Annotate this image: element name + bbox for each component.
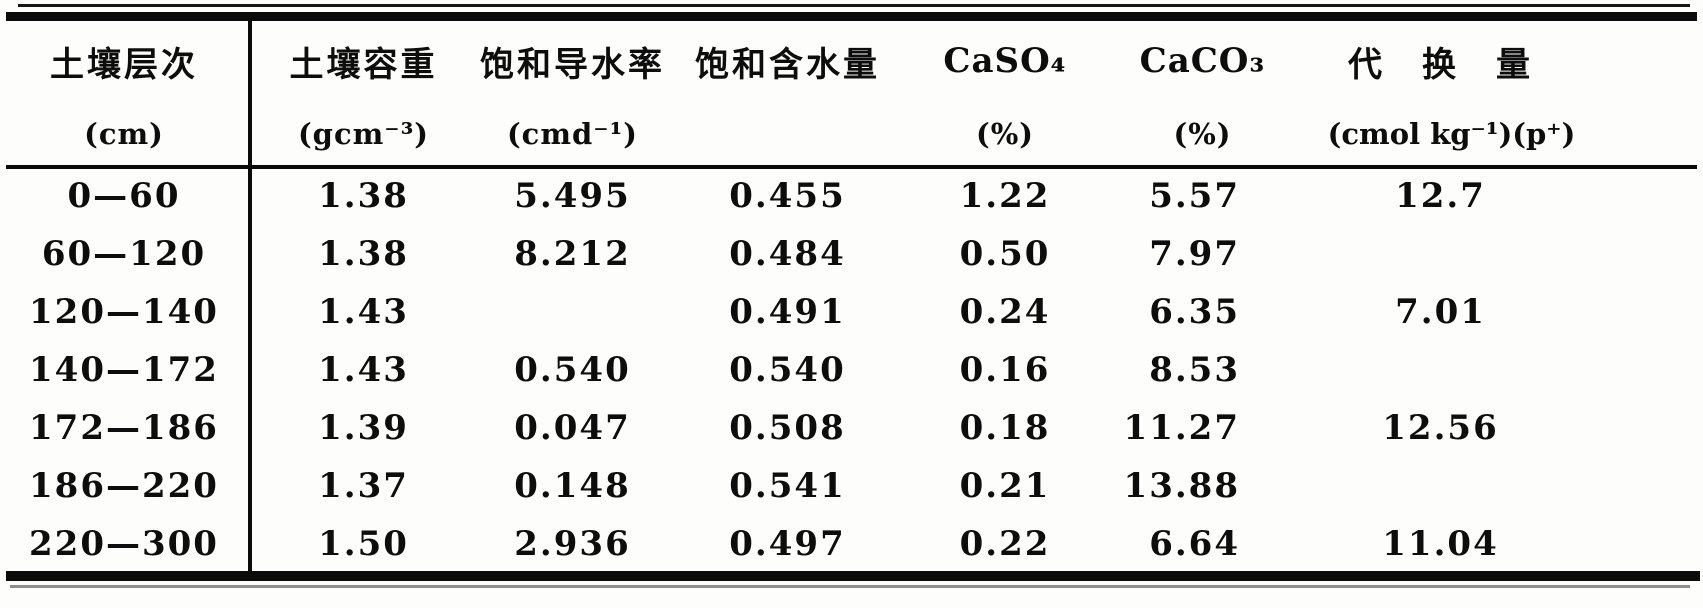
- table-cell: 1.38: [318, 176, 409, 216]
- column-unit-sat-conductivity: (cmd⁻¹): [506, 117, 639, 151]
- table-cell-depth: 186—220: [0, 457, 252, 515]
- column-unit-caco3: (%): [1173, 117, 1232, 151]
- bottom-smudge-rule: [10, 585, 1690, 588]
- column-header-caso4: CaSO₄: [943, 41, 1067, 81]
- table-cell: 7.01: [1395, 292, 1486, 332]
- table-cell: 0.541: [729, 466, 846, 506]
- column-header-soil-layer: 土壤层次: [0, 21, 252, 101]
- table-cell: 1.50: [318, 524, 409, 564]
- table-cell: 0.18: [959, 408, 1051, 448]
- column-unit-soil-layer: (cm): [0, 101, 252, 167]
- table-cell-depth: 60—120: [0, 225, 252, 283]
- table-cell: [475, 283, 670, 341]
- table-cell: 0.540: [514, 350, 631, 390]
- table-row: 0—60 1.38 5.495 0.455 1.22 5.57 12.7: [0, 167, 1703, 225]
- table-cell: 1.39: [318, 408, 409, 448]
- table-cell: 12.56: [1382, 408, 1499, 448]
- column-header-sat-conductivity: 饱和导水率: [480, 44, 665, 85]
- top-thin-rule: [18, 4, 1690, 7]
- table-cell: 5.495: [514, 176, 631, 216]
- column-unit-bulk-density: (gcm⁻³): [297, 117, 430, 151]
- table-cell-depth: 220—300: [0, 515, 252, 573]
- column-unit-caso4: (%): [976, 117, 1034, 151]
- soil-properties-table: 土壤层次 土壤容重 饱和导水率 饱和含水量 CaSO₄ CaCO₃ 代 换 量 …: [0, 21, 1703, 573]
- table-cell: 0.50: [959, 234, 1051, 274]
- column-header-caco3: CaCO₃: [1139, 41, 1266, 81]
- table-cell: [1300, 457, 1703, 515]
- table-body: 0—60 1.38 5.495 0.455 1.22 5.57 12.7 60—…: [0, 167, 1703, 573]
- table-cell: 6.35: [1149, 292, 1240, 332]
- table-cell-depth: 172—186: [0, 399, 252, 457]
- header-divider-rule: [6, 165, 1697, 169]
- table-cell-depth: 140—172: [0, 341, 252, 399]
- column-header-exchange-capacity: 代 换 量: [1348, 44, 1533, 85]
- table-cell: 12.7: [1395, 176, 1486, 216]
- table-cell: 2.936: [514, 524, 631, 564]
- column-header-bulk-density: 土壤容重: [289, 44, 438, 85]
- column-header-sat-water-content: 饱和含水量: [695, 44, 880, 85]
- table-cell: [1300, 341, 1703, 399]
- table-cell: 0.540: [729, 350, 846, 390]
- table-cell: 0.16: [959, 350, 1051, 390]
- table-row: 220—300 1.50 2.936 0.497 0.22 6.64 11.04: [0, 515, 1703, 573]
- top-thick-rule: [6, 12, 1697, 21]
- table-row: 140—172 1.43 0.540 0.540 0.16 8.53: [0, 341, 1703, 399]
- table-cell: 0.484: [729, 234, 846, 274]
- table-cell: 0.508: [729, 408, 846, 448]
- table-cell: 11.04: [1382, 524, 1499, 564]
- table-cell: 8.53: [1149, 350, 1240, 390]
- column-unit-exchange-capacity: (cmol kg⁻¹)(p⁺): [1327, 117, 1576, 151]
- table-cell: 0.22: [959, 524, 1051, 564]
- table-header: 土壤层次 土壤容重 饱和导水率 饱和含水量 CaSO₄ CaCO₃ 代 换 量 …: [0, 21, 1703, 167]
- table-cell: 0.24: [959, 292, 1051, 332]
- table-cell: 1.37: [318, 466, 409, 506]
- table-cell: 6.64: [1149, 524, 1240, 564]
- table-cell: 1.38: [318, 234, 409, 274]
- table-cell: 11.27: [1123, 408, 1240, 448]
- table-cell: 5.57: [1149, 176, 1240, 216]
- header-name-row: 土壤层次 土壤容重 饱和导水率 饱和含水量 CaSO₄ CaCO₃ 代 换 量: [0, 21, 1703, 101]
- table-cell: [1300, 225, 1703, 283]
- table-row: 186—220 1.37 0.148 0.541 0.21 13.88: [0, 457, 1703, 515]
- table-cell-depth: 0—60: [0, 167, 252, 225]
- bottom-thick-rule: [6, 571, 1700, 581]
- table-cell: 1.43: [318, 292, 409, 332]
- table-cell: 0.455: [729, 176, 846, 216]
- header-unit-row: (cm) (gcm⁻³) (cmd⁻¹) (%) (%) (cmol kg⁻¹)…: [0, 101, 1703, 167]
- table-cell: 8.212: [514, 234, 631, 274]
- table-cell-depth: 120—140: [0, 283, 252, 341]
- table-cell: 1.43: [318, 350, 409, 390]
- table-row: 172—186 1.39 0.047 0.508 0.18 11.27 12.5…: [0, 399, 1703, 457]
- table-row: 60—120 1.38 8.212 0.484 0.50 7.97: [0, 225, 1703, 283]
- table-cell: 0.148: [514, 466, 631, 506]
- table-cell: 0.21: [959, 466, 1051, 506]
- table-cell: 1.22: [959, 176, 1051, 216]
- table-row: 120—140 1.43 0.491 0.24 6.35 7.01: [0, 283, 1703, 341]
- table-cell: 0.491: [729, 292, 846, 332]
- table-cell: 0.047: [514, 408, 631, 448]
- column-unit-sat-water-content: [670, 101, 905, 167]
- table-cell: 7.97: [1149, 234, 1240, 274]
- table-cell: 13.88: [1123, 466, 1240, 506]
- table-cell: 0.497: [729, 524, 846, 564]
